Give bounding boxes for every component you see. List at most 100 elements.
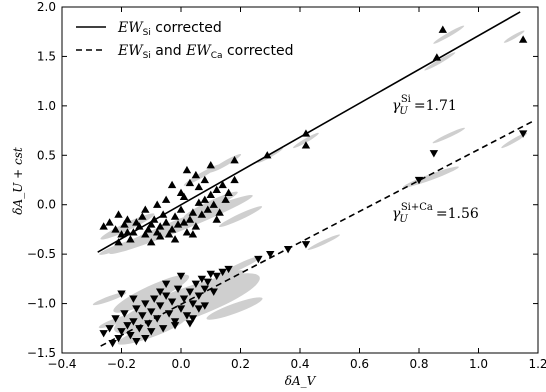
marker-triangle-up (200, 175, 209, 184)
marker-triangle-up (170, 212, 180, 220)
marker-triangle-up (153, 200, 162, 208)
marker-triangle-up (224, 188, 233, 197)
error-ellipse (433, 25, 465, 44)
marker-triangle-down (518, 130, 528, 138)
marker-triangle-up (194, 182, 204, 191)
y-tick-label: −0.5 (27, 247, 56, 261)
x-tick-label: −0.2 (107, 357, 136, 371)
marker-triangle-down (141, 300, 150, 308)
marker-triangle-down (191, 280, 201, 288)
marker-triangle-down (105, 325, 114, 333)
annotation-gamma-si: γUSi =1.71 (392, 94, 457, 117)
legend-entry-1: EWSi corrected (117, 20, 222, 38)
marker-triangle-up (215, 208, 224, 216)
marker-triangle-up (138, 212, 147, 220)
marker-triangle-up (191, 222, 201, 230)
marker-triangle-up (188, 230, 198, 238)
marker-triangle-down (266, 250, 275, 259)
marker-triangle-down (179, 295, 189, 303)
axes: −0.4 −0.2 0.0 0.2 0.4 0.6 0.8 1.0 1.2 2.0 1.5 1.0 0.… (27, 0, 546, 371)
marker-triangle-up (147, 238, 156, 246)
marker-triangle-down (147, 328, 156, 336)
x-axis-label: δA_V (285, 374, 317, 388)
marker-triangle-down (188, 300, 198, 308)
fit-lines (97, 11, 533, 347)
x-tick-label: 1.2 (528, 357, 546, 371)
marker-triangle-down (158, 325, 168, 333)
y-axis-label: δA_U + cst (11, 147, 25, 215)
marker-triangle-down (206, 270, 215, 279)
marker-triangle-up (179, 218, 189, 226)
marker-triangle-down (194, 292, 204, 300)
marker-triangle-down (111, 315, 120, 323)
marker-triangle-down (212, 272, 221, 281)
error-ellipse (257, 147, 284, 163)
marker-triangle-down (155, 288, 165, 296)
data-markers (99, 25, 528, 348)
marker-triangle-down (129, 318, 138, 326)
marker-triangle-down (254, 255, 263, 264)
error-ellipse (92, 292, 127, 306)
marker-triangle-up (170, 235, 180, 243)
error-ellipse (402, 166, 459, 188)
error-ellipse (503, 30, 525, 43)
marker-triangle-up (164, 230, 174, 238)
marker-triangle-down (126, 332, 135, 340)
marker-triangle-down (161, 292, 171, 300)
marker-triangle-down (197, 275, 207, 284)
marker-triangle-up (147, 220, 156, 228)
error-ellipse (424, 52, 456, 71)
y-tick-label: 1.0 (37, 99, 56, 113)
marker-triangle-down (203, 278, 212, 287)
marker-triangle-up (218, 180, 227, 189)
marker-triangle-down (194, 305, 204, 313)
marker-triangle-up (206, 190, 215, 198)
marker-triangle-up (200, 195, 209, 203)
marker-triangle-up (212, 215, 221, 223)
marker-triangle-down (209, 288, 218, 296)
marker-triangle-up (135, 222, 144, 230)
marker-triangle-up (173, 220, 183, 228)
x-tick-label: 0.0 (171, 357, 190, 371)
marker-triangle-up (301, 129, 311, 137)
error-ellipse (307, 234, 340, 251)
error-ellipse (432, 127, 465, 144)
x-tick-label: 0.2 (231, 357, 250, 371)
error-ellipse (189, 270, 244, 298)
error-ellipse (113, 274, 190, 313)
marker-triangle-up (438, 25, 447, 33)
marker-triangle-down (167, 298, 177, 306)
x-tick-label: −0.4 (47, 357, 76, 371)
marker-triangle-down (170, 322, 180, 330)
marker-triangle-up (126, 235, 135, 243)
marker-triangle-up (111, 225, 120, 233)
marker-triangle-up (155, 232, 165, 240)
marker-triangle-down (200, 302, 209, 310)
marker-triangle-up (114, 210, 123, 218)
marker-triangle-down (283, 246, 293, 254)
marker-triangle-up (99, 222, 108, 230)
marker-triangle-up (182, 165, 192, 174)
marker-triangle-up (301, 141, 311, 149)
marker-triangle-down (185, 288, 195, 296)
error-ellipse (218, 206, 263, 227)
marker-triangle-down (170, 318, 180, 326)
legend: EWSi corrected EWSi and EWCa corrected (76, 20, 293, 61)
marker-triangle-down (138, 312, 147, 320)
x-tick-label: 1.0 (469, 357, 488, 371)
marker-triangle-up (161, 195, 171, 203)
y-tick-label: 0.5 (37, 148, 56, 162)
marker-triangle-up (167, 180, 177, 189)
marker-triangle-up (212, 185, 221, 194)
marker-triangle-down (301, 241, 311, 249)
y-tick-label: 0.0 (37, 198, 56, 212)
marker-triangle-down (173, 285, 183, 293)
marker-triangle-up (158, 210, 168, 218)
marker-triangle-up (185, 178, 195, 187)
x-tick-label: 0.6 (350, 357, 369, 371)
marker-triangle-down (141, 335, 150, 343)
marker-triangle-down (218, 268, 227, 277)
annotation-gamma-si-ca: γUSi+Ca =1.56 (392, 202, 479, 225)
marker-triangle-up (123, 215, 132, 223)
